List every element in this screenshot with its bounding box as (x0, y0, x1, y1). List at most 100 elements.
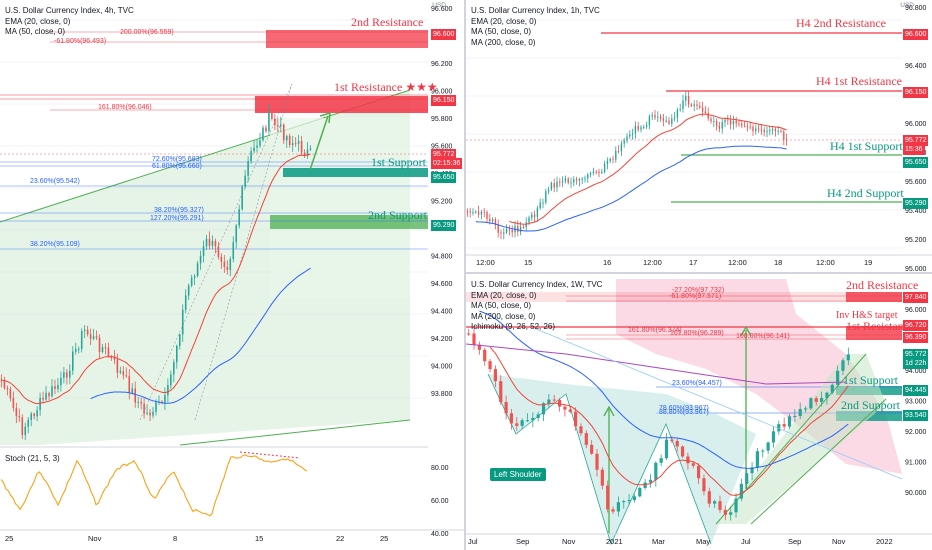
candle-body (143, 403, 145, 414)
chart-4h-canvas[interactable]: 96.60096.40096.20096.00095.80095.60095.4… (0, 0, 464, 550)
candle-body (782, 424, 786, 427)
chart-1w-canvas[interactable]: 96.00095.00094.00093.00092.00091.00090.0… (466, 274, 932, 550)
price-tick-label: 95.600 (431, 144, 453, 151)
candle-body (750, 467, 754, 474)
candle-body (282, 124, 285, 141)
candle-body (190, 277, 193, 286)
candle-body (467, 333, 471, 335)
candle-body (679, 108, 681, 110)
candle-body (547, 189, 550, 192)
candle-body (612, 158, 614, 160)
candle-body (573, 179, 575, 183)
stoch-legend: Stoch (21, 5, 3) (5, 454, 60, 463)
candle-body (533, 214, 536, 217)
candle-body (253, 147, 255, 152)
resistance-zone-2 (846, 292, 902, 302)
indicator-ichimoku[interactable]: Ichimoku (9, 26, 52, 26) (471, 322, 556, 331)
zone-1st-resistance: 1st Resistance (846, 319, 915, 333)
time-tick-label: 17 (689, 258, 697, 267)
candle-body (69, 370, 71, 378)
indicator-ma50[interactable]: MA (50, close, 0) (5, 27, 66, 36)
arrow-head (740, 325, 752, 337)
candle-body (116, 359, 119, 373)
candle-body (616, 502, 620, 512)
candle-body (489, 218, 491, 222)
candle-body (137, 401, 139, 403)
candle-body (846, 354, 850, 361)
indicator-ma50[interactable]: MA (50, close, 0) (471, 301, 532, 310)
indicator-ma200[interactable]: MA (200, close, 0) (471, 37, 536, 47)
candle-body (280, 124, 282, 127)
countdown-tag: 02:15:36 (431, 158, 463, 169)
candle-body (214, 240, 217, 247)
candle-body (480, 211, 483, 215)
chart-panel-1h[interactable]: 96.80096.60096.40096.20096.00095.80095.6… (466, 0, 932, 272)
candle-body (704, 111, 707, 113)
price-tick-label: 96.800 (905, 5, 927, 12)
price-tag-sup1: 95.650 (903, 157, 929, 168)
candle-body (567, 178, 569, 183)
time-tick-label: May (696, 537, 710, 546)
candle-body (654, 114, 656, 118)
candle-body (509, 413, 514, 424)
candle-body (579, 426, 583, 434)
indicator-ema[interactable]: EMA (20, close, 0) (5, 16, 71, 26)
pitchfork-line (139, 83, 293, 421)
candle-body (724, 119, 726, 123)
candle-body (634, 126, 637, 134)
candle-body (300, 141, 303, 153)
price-tick-label: 95.400 (905, 208, 927, 215)
indicator-ma50[interactable]: MA (50, close, 0) (471, 27, 532, 36)
candle-body (648, 116, 651, 126)
candle-body (520, 420, 524, 426)
chart-title: U.S. Dollar Currency Index, 1h, TVC (471, 6, 600, 15)
indicator-ma200[interactable]: MA (200, close, 0) (471, 311, 536, 321)
candle-body (734, 498, 738, 513)
price-tick-label: 94.000 (431, 364, 453, 371)
price-tick-label: 95.200 (905, 237, 927, 244)
zone-1st-resistance: 1st Resistance ★★★ (334, 80, 438, 94)
candle-body (755, 128, 757, 132)
candle-body (563, 406, 567, 410)
panel-divider-vertical[interactable] (464, 0, 466, 550)
candle-body (691, 463, 695, 466)
candle-body (766, 442, 770, 451)
price-tick-label: 93.000 (905, 399, 927, 406)
candle-body (570, 182, 572, 184)
candle-body (696, 104, 698, 106)
indicator-ema[interactable]: EMA (20, close, 0) (471, 16, 537, 26)
fib-level: 161.80%(96.374) (628, 327, 682, 334)
candle-body (297, 141, 300, 144)
candle-body (472, 212, 474, 214)
candle-body (140, 401, 142, 404)
time-tick-label: Nov (832, 537, 846, 546)
candle-body (640, 127, 642, 130)
candle-body (749, 126, 751, 128)
chart-panel-1w[interactable]: 96.00095.00094.00093.00092.00091.00090.0… (466, 274, 932, 550)
legend-1h: U.S. Dollar Currency Index, 1h, TVC EMA … (471, 6, 600, 48)
candle-body (623, 140, 625, 144)
candle-body (638, 487, 642, 497)
candle-body (18, 416, 21, 418)
candle-body (718, 501, 722, 510)
candle-body (202, 246, 205, 256)
candle-body (80, 330, 83, 349)
candle-body (33, 413, 35, 417)
candle-body (306, 149, 309, 157)
candle-body (611, 509, 615, 512)
chart-panel-4h[interactable]: 96.60096.40096.20096.00095.80095.60095.4… (0, 0, 464, 550)
candle-body (309, 148, 312, 150)
fib-level: 161.80%(96.046) (98, 104, 152, 111)
panel-divider-horizontal[interactable] (466, 272, 932, 274)
fib-level: 72.60%(95.683) (152, 156, 202, 163)
candle-body (89, 334, 92, 339)
indicator-ema[interactable]: EMA (20, close, 0) (471, 290, 537, 300)
inv-hs-shading (488, 374, 756, 544)
fib-level: 161.80%(96.289) (670, 330, 724, 337)
candle-body (803, 408, 808, 410)
ma50-line (479, 310, 849, 469)
candle-body (528, 217, 530, 223)
candle-body (208, 238, 211, 246)
candle-body (63, 372, 65, 378)
candle-body (515, 423, 519, 426)
